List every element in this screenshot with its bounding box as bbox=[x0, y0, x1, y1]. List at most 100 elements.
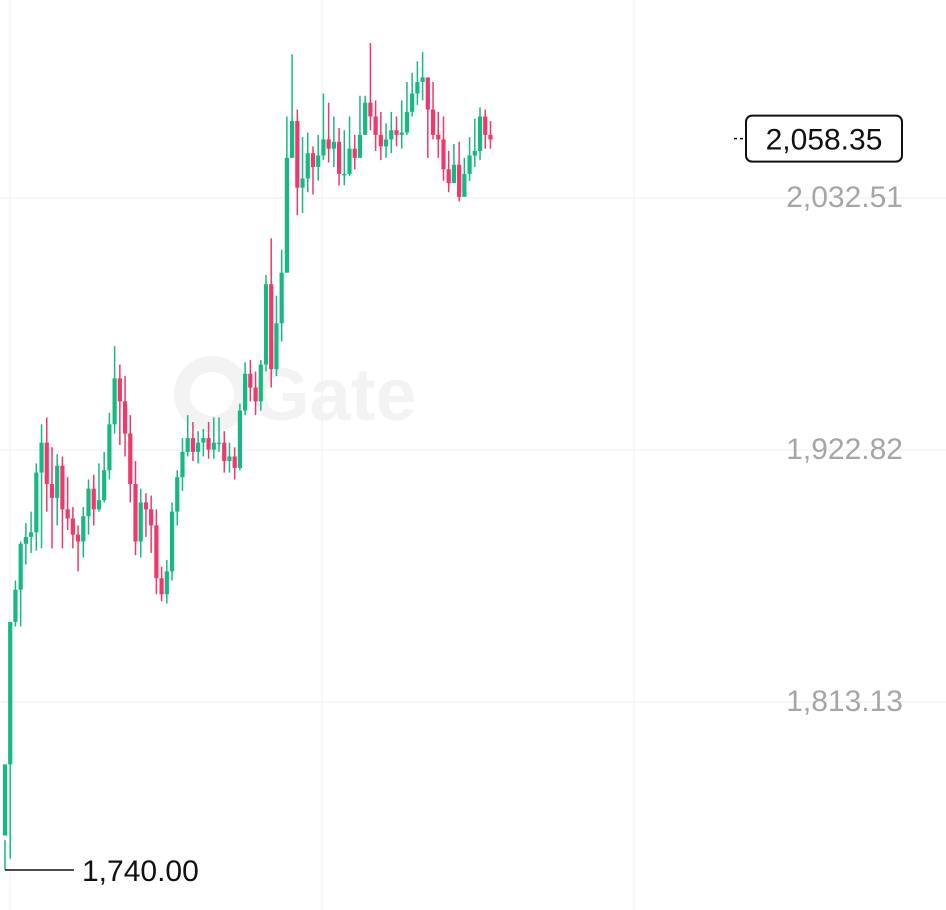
candle-body bbox=[149, 509, 154, 526]
candle-body bbox=[75, 534, 81, 542]
candle-69 bbox=[357, 95, 363, 158]
candle-body bbox=[284, 157, 289, 273]
candle-body bbox=[347, 148, 352, 174]
candle-59 bbox=[305, 132, 310, 193]
candle-body bbox=[263, 284, 269, 365]
candle-68 bbox=[352, 134, 357, 170]
candle-25 bbox=[128, 415, 133, 503]
candle-40 bbox=[206, 422, 211, 459]
candle-52 bbox=[269, 238, 274, 388]
candle-91 bbox=[472, 118, 477, 168]
candle-body bbox=[290, 121, 295, 158]
candle-44 bbox=[227, 442, 232, 473]
candle-8 bbox=[39, 424, 44, 549]
candle-10 bbox=[49, 447, 55, 549]
candle-87 bbox=[451, 144, 457, 184]
candle-76 bbox=[394, 116, 399, 147]
candle-50 bbox=[258, 359, 263, 411]
candle-body bbox=[483, 116, 488, 135]
candle-83 bbox=[430, 82, 436, 140]
candle-body bbox=[248, 373, 253, 388]
candle-2 bbox=[8, 621, 13, 859]
candle-13 bbox=[65, 477, 70, 530]
last-price-box bbox=[745, 114, 903, 163]
candle-body bbox=[222, 442, 227, 462]
candle-body bbox=[138, 502, 143, 542]
candle-body bbox=[18, 543, 23, 590]
candle-86 bbox=[446, 150, 451, 193]
candle-14 bbox=[70, 507, 75, 549]
candle-body bbox=[477, 116, 483, 151]
candle-37 bbox=[190, 422, 196, 462]
candle-body bbox=[190, 438, 196, 452]
candle-body bbox=[107, 424, 112, 471]
candle-23 bbox=[117, 364, 122, 445]
candle-31 bbox=[159, 566, 164, 602]
y-axis: 2,032.51 1,922.82 1,813.13 bbox=[786, 181, 903, 718]
candle-55 bbox=[284, 116, 289, 273]
candle-29 bbox=[149, 495, 154, 553]
candle-88 bbox=[457, 141, 462, 202]
candle-body bbox=[394, 130, 399, 135]
candle-39 bbox=[201, 428, 206, 457]
candle-42 bbox=[216, 417, 222, 452]
candle-70 bbox=[363, 95, 368, 135]
candle-body bbox=[128, 433, 133, 485]
candle-body bbox=[227, 456, 232, 462]
candle-body bbox=[159, 578, 164, 595]
candle-16 bbox=[81, 507, 86, 558]
candle-15 bbox=[75, 525, 81, 572]
candle-3 bbox=[13, 580, 18, 627]
candle-92 bbox=[477, 107, 483, 161]
candle-body bbox=[216, 442, 222, 445]
candle-84 bbox=[436, 111, 441, 158]
candle-body bbox=[300, 178, 305, 188]
candle-27 bbox=[138, 488, 143, 558]
candle-body bbox=[117, 378, 122, 402]
candle-56 bbox=[290, 54, 295, 158]
candle-36 bbox=[185, 415, 190, 457]
candle-33 bbox=[169, 502, 175, 581]
candle-body bbox=[169, 511, 175, 572]
candle-41 bbox=[211, 417, 216, 459]
candle-51 bbox=[263, 274, 269, 372]
candle-81 bbox=[420, 52, 425, 101]
candle-82 bbox=[425, 77, 430, 158]
candle-74 bbox=[383, 123, 389, 158]
candle-12 bbox=[60, 456, 65, 549]
candle-body bbox=[175, 477, 180, 512]
candle-body bbox=[102, 470, 107, 501]
candle-20 bbox=[102, 451, 107, 503]
candle-6 bbox=[29, 511, 34, 553]
min-price-marker: 1,740.00 bbox=[5, 855, 199, 888]
candle-body bbox=[86, 488, 91, 517]
candle-30 bbox=[154, 509, 159, 595]
candle-body bbox=[342, 173, 347, 176]
candle-body bbox=[112, 378, 117, 425]
watermark-logo: Gate bbox=[174, 353, 417, 436]
candle-7 bbox=[34, 463, 39, 551]
candle-body bbox=[8, 621, 13, 765]
candle-93 bbox=[483, 109, 488, 149]
candle-body bbox=[91, 488, 96, 510]
candle-body bbox=[399, 132, 404, 135]
watermark-text: Gate bbox=[252, 353, 417, 436]
candle-28 bbox=[143, 493, 149, 537]
candle-body bbox=[39, 442, 44, 473]
candle-body bbox=[420, 77, 425, 83]
candle-body bbox=[357, 134, 363, 158]
candle-body bbox=[81, 516, 86, 542]
candle-89 bbox=[462, 157, 467, 197]
candle-body bbox=[143, 502, 149, 510]
candle-body bbox=[55, 465, 60, 498]
candle-90 bbox=[467, 137, 472, 181]
candle-94 bbox=[488, 121, 493, 149]
candle-body bbox=[49, 484, 55, 498]
candle-body bbox=[279, 272, 284, 324]
candle-body bbox=[305, 153, 310, 179]
candle-body bbox=[60, 465, 65, 510]
candle-57 bbox=[295, 109, 300, 216]
candle-45 bbox=[232, 447, 237, 480]
candle-body bbox=[258, 364, 263, 402]
